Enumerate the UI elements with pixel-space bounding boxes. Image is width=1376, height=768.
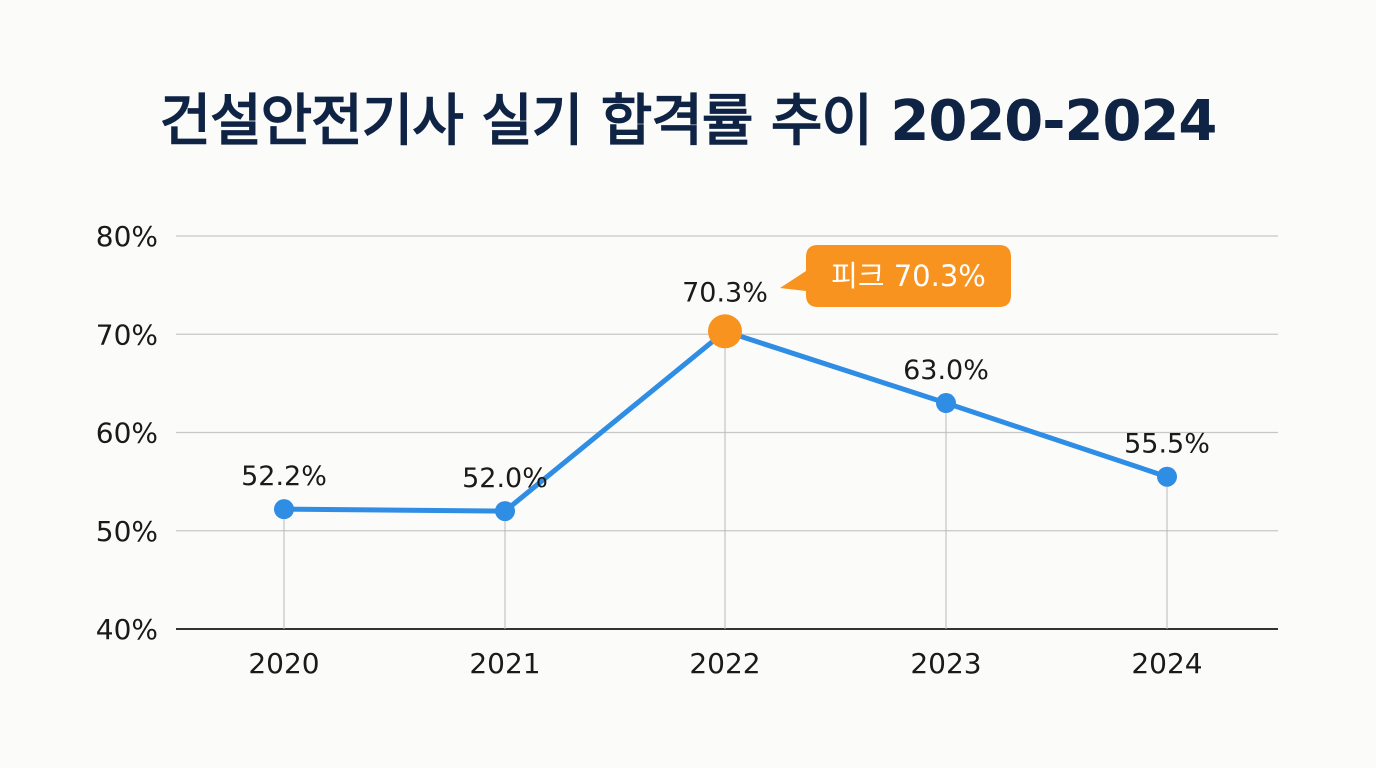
data-point — [1157, 466, 1177, 487]
y-tick-label: 80% — [96, 220, 158, 253]
data-point — [936, 393, 956, 414]
y-tick-label: 70% — [96, 318, 158, 351]
data-point — [495, 501, 515, 522]
x-tick-label: 2020 — [248, 647, 319, 680]
y-tick-label: 40% — [96, 613, 158, 646]
x-tick-label: 2022 — [689, 647, 760, 680]
x-tick-label: 2024 — [1131, 647, 1202, 680]
data-label: 52.2% — [241, 461, 327, 492]
y-tick-label: 60% — [96, 417, 158, 450]
x-tick-label: 2021 — [469, 647, 540, 680]
peak-data-point — [708, 314, 742, 349]
data-label: 70.3% — [682, 277, 768, 308]
chart-title: 건설안전기사 실기 합격률 추이 2020-2024 — [159, 89, 1218, 154]
data-point — [274, 499, 294, 520]
y-tick-label: 50% — [96, 515, 158, 548]
x-tick-label: 2023 — [910, 647, 981, 680]
data-label: 52.0% — [462, 463, 548, 494]
data-label: 55.5% — [1124, 429, 1210, 460]
data-label: 63.0% — [903, 355, 989, 386]
peak-callout-label: 피크 70.3% — [831, 259, 986, 293]
peak-callout-bubble — [780, 245, 1011, 307]
